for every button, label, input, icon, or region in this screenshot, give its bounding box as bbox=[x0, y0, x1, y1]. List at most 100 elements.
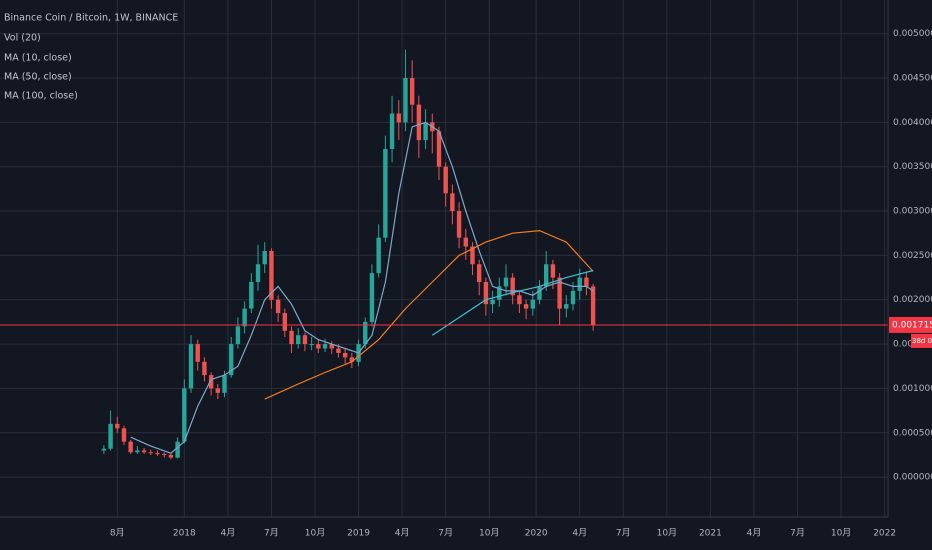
x-tick-label: 10月 bbox=[831, 528, 851, 539]
candle-body bbox=[182, 388, 187, 442]
y-tick-label: 0.0050000 bbox=[893, 29, 932, 39]
last-price-box bbox=[889, 316, 932, 333]
candle-body bbox=[557, 277, 562, 309]
candle-body bbox=[584, 277, 589, 287]
candle-body bbox=[517, 295, 522, 305]
candle-body bbox=[195, 344, 200, 362]
chart-title: Binance Coin / Bitcoin, 1W, BINANCE bbox=[4, 13, 178, 24]
candle-body bbox=[376, 237, 381, 274]
candle-body bbox=[423, 122, 428, 141]
candle-body bbox=[289, 330, 294, 345]
candle-body bbox=[296, 335, 301, 345]
candle-body bbox=[470, 246, 475, 265]
candle-body bbox=[249, 282, 254, 309]
candle-body bbox=[550, 264, 556, 278]
candle-body bbox=[148, 452, 153, 454]
y-tick-label: 0.0005000 bbox=[893, 428, 932, 438]
candle-body bbox=[363, 321, 368, 345]
candle-body bbox=[108, 423, 113, 449]
x-tick-label: 2020 bbox=[525, 529, 548, 539]
candle-body bbox=[255, 264, 261, 282]
candle-body bbox=[416, 104, 422, 141]
candle-body bbox=[544, 264, 549, 287]
x-tick-label: 4月 bbox=[572, 528, 587, 539]
candle-body bbox=[564, 304, 569, 309]
last-price-label: 0.0017158 bbox=[892, 320, 932, 330]
grid bbox=[0, 0, 888, 517]
candle-body bbox=[302, 335, 308, 345]
x-tick-label: 10月 bbox=[305, 528, 325, 539]
candle-body bbox=[342, 352, 348, 358]
candle-body bbox=[349, 357, 355, 362]
candle-body bbox=[215, 388, 221, 393]
countdown-label: 38d 0h bbox=[912, 337, 932, 345]
candle-body bbox=[168, 454, 174, 458]
x-tick-label: 2018 bbox=[173, 529, 196, 539]
candle-body bbox=[135, 450, 140, 453]
candle-body bbox=[208, 375, 214, 389]
candle-body bbox=[510, 277, 515, 296]
candle-body bbox=[450, 193, 455, 212]
candle-body bbox=[490, 299, 495, 305]
candle-body bbox=[235, 326, 241, 345]
candle-body bbox=[229, 344, 234, 376]
x-tick-label: 10月 bbox=[479, 528, 499, 539]
candle-body bbox=[316, 344, 321, 349]
candle-body bbox=[476, 264, 482, 282]
candle-body bbox=[101, 448, 107, 451]
candle-body bbox=[570, 290, 576, 305]
candle-body bbox=[483, 282, 489, 305]
y-tick-label: 0.0000000 bbox=[893, 473, 932, 483]
candle-body bbox=[128, 441, 133, 453]
ma-line bbox=[130, 121, 594, 454]
candle-body bbox=[329, 344, 334, 349]
candle-body bbox=[396, 113, 401, 123]
candle-body bbox=[222, 375, 227, 393]
y-tick-label: 0.0025000 bbox=[893, 251, 932, 261]
candle-body bbox=[389, 113, 395, 149]
candle-body bbox=[537, 286, 542, 300]
candle-body bbox=[383, 148, 388, 238]
y-tick-label: 0.0045000 bbox=[893, 74, 932, 84]
candle-body bbox=[262, 250, 267, 265]
x-tick-label: 2021 bbox=[699, 529, 722, 539]
legend-entry: MA (10, close) bbox=[4, 53, 72, 64]
legend: MA (10, close) MA (50, close) MA (100, clo… bbox=[4, 53, 78, 102]
candle-body bbox=[577, 277, 582, 291]
x-tick-label: 4月 bbox=[395, 528, 410, 539]
y-tick-label: 0.0020000 bbox=[893, 295, 932, 305]
candle-body bbox=[269, 250, 274, 300]
ma-line bbox=[264, 229, 594, 400]
candle-body bbox=[456, 211, 462, 238]
x-tick-label: 7月 bbox=[438, 528, 453, 539]
candle-body bbox=[523, 304, 529, 309]
candle-body bbox=[590, 286, 596, 325]
y-tick-label: 0.0030000 bbox=[893, 207, 932, 217]
candle-body bbox=[275, 299, 281, 314]
x-tick-label: 4月 bbox=[747, 528, 762, 539]
axes: 0.00000000.00050000.00100000.00150000.00… bbox=[110, 29, 932, 539]
candle-body bbox=[242, 308, 247, 327]
y-tick-label: 0.0040000 bbox=[893, 118, 932, 128]
candle-body bbox=[155, 453, 160, 455]
candle-body bbox=[463, 237, 468, 247]
candle-body bbox=[309, 344, 314, 346]
candle-body bbox=[322, 344, 328, 349]
candle-body bbox=[161, 454, 167, 456]
candle-body bbox=[369, 273, 375, 322]
x-tick-label: 7月 bbox=[616, 528, 631, 539]
x-tick-label: 7月 bbox=[790, 528, 805, 539]
candle-body bbox=[497, 286, 502, 300]
candle-body bbox=[336, 348, 341, 353]
marks bbox=[0, 49, 888, 460]
candle-body bbox=[436, 131, 442, 167]
candle-body bbox=[282, 313, 288, 331]
legend-entry: MA (100, close) bbox=[4, 91, 78, 102]
candle-body bbox=[115, 423, 120, 429]
x-tick-label: 2022 bbox=[873, 529, 896, 539]
candle-body bbox=[202, 361, 207, 376]
countdown-box bbox=[911, 333, 932, 348]
